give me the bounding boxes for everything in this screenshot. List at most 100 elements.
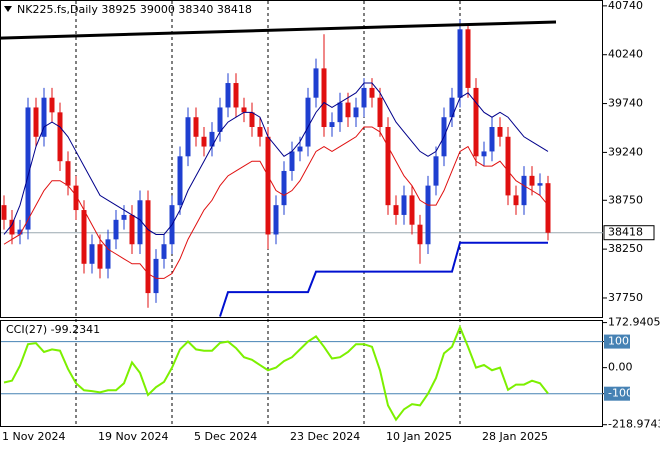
- y-tick-label: 172.9405: [608, 316, 660, 329]
- candle-body: [249, 112, 255, 128]
- candle-body: [97, 244, 103, 269]
- candle-body: [393, 205, 399, 215]
- x-tick-label: 28 Jan 2025: [482, 430, 548, 443]
- candle-body: [105, 239, 111, 269]
- x-tick-label: 1 Nov 2024: [2, 430, 65, 443]
- candle-body: [505, 136, 511, 196]
- candle-body: [369, 87, 375, 98]
- candle-body: [353, 107, 359, 118]
- candle-body: [465, 29, 471, 88]
- candle-body: [489, 127, 495, 152]
- candle-body: [153, 258, 159, 294]
- candle-body: [233, 83, 239, 108]
- y-tick-label: 38750: [608, 193, 643, 206]
- candle-body: [161, 244, 167, 259]
- candle-body: [289, 151, 295, 171]
- candle-body: [409, 195, 415, 225]
- candle-body: [121, 214, 127, 220]
- candle-body: [305, 97, 311, 147]
- level-box: [604, 386, 630, 401]
- candle-body: [329, 122, 335, 128]
- candle-body: [321, 68, 327, 128]
- last-price-label: 38418: [608, 226, 643, 239]
- candle-body: [417, 224, 423, 245]
- level-box: [604, 334, 630, 349]
- y-tick-label: 39740: [608, 97, 643, 110]
- candle-body: [529, 175, 535, 186]
- candle-body: [473, 87, 479, 157]
- overlay-line: [219, 241, 548, 317]
- candle-body: [201, 136, 207, 147]
- candle-body: [313, 68, 319, 98]
- candle-body: [65, 161, 71, 186]
- y-tick-label: 38250: [608, 242, 643, 255]
- candle-body: [49, 97, 55, 113]
- y-tick-label: 40740: [608, 0, 643, 12]
- candle-body: [1, 205, 7, 220]
- candle-body: [225, 83, 231, 108]
- candle-body: [257, 127, 263, 137]
- cci-title: CCI(27) -99.2341: [6, 323, 100, 336]
- candle-body: [457, 29, 463, 98]
- candle-body: [497, 127, 503, 137]
- candle-body: [209, 131, 215, 147]
- candle-body: [545, 183, 551, 233]
- candle-body: [17, 229, 23, 235]
- candle-body: [433, 156, 439, 186]
- candle-body: [513, 195, 519, 206]
- candle-body: [401, 195, 407, 215]
- x-tick-label: 19 Nov 2024: [98, 430, 168, 443]
- candle-body: [521, 175, 527, 206]
- candle-body: [25, 107, 31, 230]
- y-tick-label: 0.00: [608, 361, 633, 374]
- candle-body: [33, 107, 39, 137]
- y-tick-label: 100: [608, 335, 629, 348]
- candle-body: [81, 210, 87, 264]
- candle-body: [177, 156, 183, 206]
- candle-body: [361, 87, 367, 108]
- y-tick-label: 37750: [608, 291, 643, 304]
- candle-body: [337, 102, 343, 123]
- candle-body: [145, 200, 151, 294]
- candle-body: [481, 151, 487, 157]
- overlay-line: [3, 126, 549, 279]
- candle-body: [297, 146, 303, 152]
- overlay-line: [0, 20, 557, 40]
- candle-body: [41, 97, 47, 137]
- x-tick-label: 23 Dec 2024: [290, 430, 360, 443]
- cci-line: [3, 324, 549, 422]
- y-tick-label: -100: [608, 387, 633, 400]
- candle-body: [425, 185, 431, 245]
- collapse-icon: [4, 6, 12, 12]
- candle-body: [73, 185, 79, 211]
- candle-body: [377, 97, 383, 128]
- candle-body: [89, 244, 95, 264]
- x-tick-label: 5 Dec 2024: [194, 430, 257, 443]
- y-tick-label: 39240: [608, 145, 643, 158]
- candle-body: [385, 127, 391, 206]
- candle-body: [193, 117, 199, 137]
- x-tick-label: 10 Jan 2025: [386, 430, 452, 443]
- candle-body: [449, 97, 455, 118]
- price-panel: [0, 0, 603, 318]
- candle-body: [113, 219, 119, 240]
- overlay-line: [3, 82, 549, 235]
- candle-body: [345, 102, 351, 118]
- candle-body: [241, 107, 247, 113]
- candle-body: [537, 183, 543, 186]
- y-tick-label: -218.9743: [608, 418, 660, 431]
- y-tick-label: 40240: [608, 48, 643, 61]
- chart-title: NK225.fs,Daily 38925 39000 38340 38418: [17, 3, 252, 16]
- candle-body: [273, 205, 279, 235]
- candle-body: [265, 136, 271, 235]
- candle-body: [9, 219, 15, 235]
- candle-body: [281, 170, 287, 206]
- candle-body: [217, 107, 223, 132]
- last-price-box: [603, 225, 655, 241]
- candle-body: [137, 200, 143, 245]
- cci-panel: [0, 320, 603, 427]
- candle-body: [129, 214, 135, 245]
- candle-body: [185, 117, 191, 157]
- candle-body: [57, 112, 63, 162]
